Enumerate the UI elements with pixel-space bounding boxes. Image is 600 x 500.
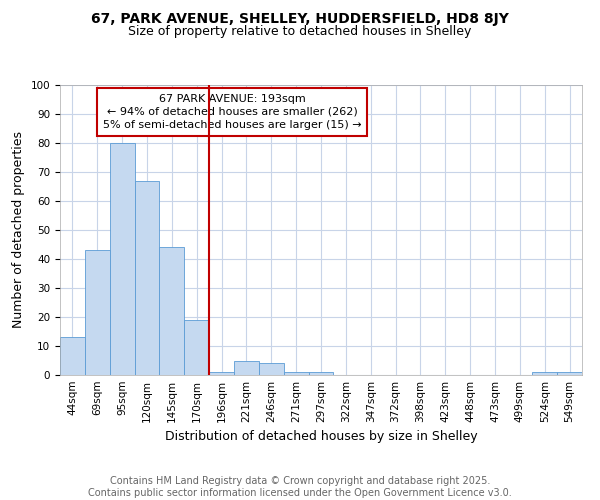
Bar <box>209 372 234 375</box>
Text: 67, PARK AVENUE, SHELLEY, HUDDERSFIELD, HD8 8JY: 67, PARK AVENUE, SHELLEY, HUDDERSFIELD, … <box>91 12 509 26</box>
Bar <box>259 364 284 375</box>
Bar <box>308 372 334 375</box>
Bar <box>234 360 259 375</box>
Bar <box>284 372 308 375</box>
X-axis label: Distribution of detached houses by size in Shelley: Distribution of detached houses by size … <box>164 430 478 444</box>
Bar <box>557 372 582 375</box>
Bar <box>60 338 85 375</box>
Bar <box>85 250 110 375</box>
Bar <box>184 320 209 375</box>
Bar <box>532 372 557 375</box>
Bar <box>160 248 184 375</box>
Bar <box>134 180 160 375</box>
Text: Contains HM Land Registry data © Crown copyright and database right 2025.
Contai: Contains HM Land Registry data © Crown c… <box>88 476 512 498</box>
Text: 67 PARK AVENUE: 193sqm
← 94% of detached houses are smaller (262)
5% of semi-det: 67 PARK AVENUE: 193sqm ← 94% of detached… <box>103 94 362 130</box>
Bar <box>110 143 134 375</box>
Text: Size of property relative to detached houses in Shelley: Size of property relative to detached ho… <box>128 25 472 38</box>
Y-axis label: Number of detached properties: Number of detached properties <box>12 132 25 328</box>
